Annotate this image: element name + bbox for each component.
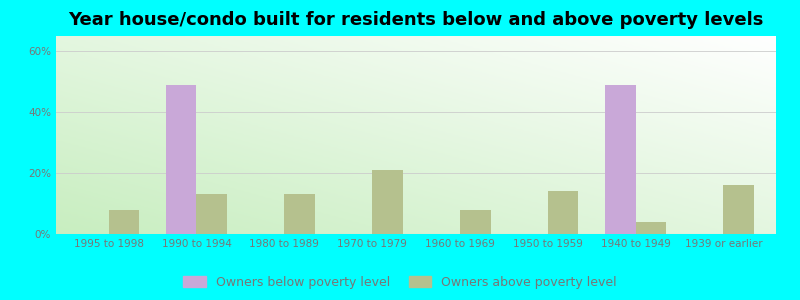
Bar — [723, 185, 754, 234]
Bar — [605, 85, 635, 234]
Legend: Owners below poverty level, Owners above poverty level: Owners below poverty level, Owners above… — [178, 271, 622, 294]
Bar — [460, 210, 490, 234]
Title: Year house/condo built for residents below and above poverty levels: Year house/condo built for residents bel… — [68, 11, 764, 29]
Bar — [372, 170, 403, 234]
Bar — [197, 194, 227, 234]
Bar — [635, 222, 666, 234]
Bar — [109, 210, 139, 234]
Bar — [548, 191, 578, 234]
Bar — [166, 85, 197, 234]
Bar — [284, 194, 315, 234]
